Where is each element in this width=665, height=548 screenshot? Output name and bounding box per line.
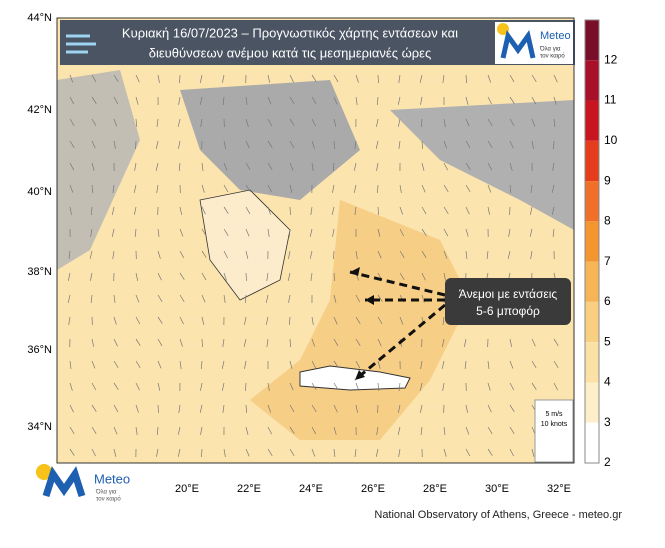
colorbar-segment [585,382,599,422]
title: Κυριακή 16/07/2023 – Προγνωστικός χάρτης… [122,25,458,40]
logo-tagline: τον καιρό [540,53,565,60]
colorbar-tick-label: 2 [604,455,611,469]
footer: National Observatory of Athens, Greece -… [374,509,622,521]
logo-name: Meteo [540,30,571,42]
colorbar-tick-label: 7 [604,254,611,268]
colorbar-segment [585,181,599,221]
colorbar-segment [585,423,599,463]
lat-label: 42°N [27,104,52,116]
colorbar-tick-label: 12 [604,52,618,66]
colorbar-segment [585,342,599,382]
lon-label: 22°E [237,483,261,495]
colorbar-segment [585,141,599,181]
legend-key: 10 knots [541,421,568,428]
colorbar-tick-label: 6 [604,294,611,308]
annotation: 5-6 μποφόρ [476,304,540,318]
colorbar-segment [585,101,599,141]
colorbar-tick-label: 10 [604,133,618,147]
lon-label: 20°E [175,483,199,495]
lon-label: 28°E [423,483,447,495]
lat-label: 38°N [27,266,52,278]
colorbar-tick-label: 4 [604,375,611,389]
colorbar-segment [585,302,599,342]
lat-label: 40°N [27,186,52,198]
logo-name: Meteo [94,471,130,486]
logo-tagline: τον καιρό [96,496,121,503]
colorbar-segment [585,221,599,261]
colorbar-tick-label: 3 [604,415,611,429]
logo-m [46,474,82,496]
colorbar-segment [585,20,599,60]
colorbar-segment [585,262,599,302]
title: διευθύνσεων ανέμου κατά τις μεσημεριανές… [149,45,431,60]
lat-label: 44°N [27,12,52,24]
colorbar: 12 11 10 9 8 7 6 5 4 3 2 [585,20,618,469]
colorbar-tick-label: 11 [604,93,617,107]
lat-label: 34°N [27,421,52,433]
lon-label: 32°E [547,483,571,495]
lon-label: 30°E [485,483,509,495]
colorbar-segment [585,60,599,100]
legend-key: 5 m/s [545,411,563,418]
annotation: Άνεμοι με εντάσεις [459,287,558,301]
colorbar-tick-label: 5 [604,334,611,348]
colorbar-tick-label: 9 [604,173,611,187]
colorbar-tick-label: 8 [604,214,611,228]
lat-label: 36°N [27,344,52,356]
legend-key-box [535,400,573,462]
logo-tagline: Όλα για [95,490,117,496]
lon-label: 26°E [361,483,385,495]
logo-tagline: Όλα για [539,47,561,53]
lon-label: 24°E [299,483,323,495]
